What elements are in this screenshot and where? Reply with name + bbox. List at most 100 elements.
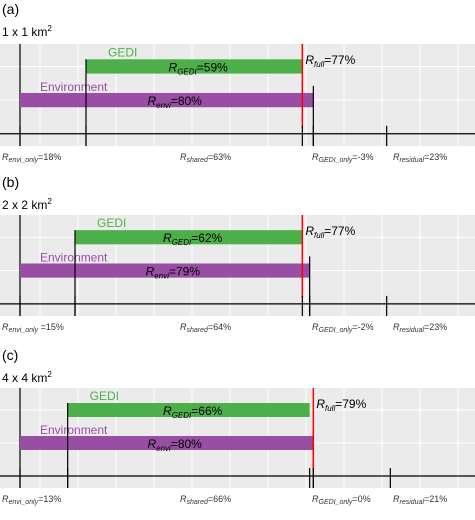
gedi-value-label: RGEDI=66% (163, 404, 223, 420)
axis-label-shared-subscript: shared (187, 327, 210, 334)
environment-bar (20, 436, 314, 450)
axis-label-residual-symbol: R (393, 494, 400, 504)
axis-label-envi-only: Renvi_only=13% (2, 494, 61, 506)
axis-label-residual-symbol: R (393, 152, 400, 162)
axis-label-residual-subscript: residual (400, 157, 425, 164)
axis-label-shared: Rshared=66% (180, 494, 231, 506)
full-model-label: Rfull=79% (316, 397, 366, 413)
axis-label-shared-symbol: R (180, 152, 187, 162)
gedi-value-label-symbol: R (163, 404, 172, 418)
gedi-value-label: RGEDI=62% (163, 231, 223, 247)
environment-value-label-symbol: R (147, 94, 156, 108)
axis-label-envi-only: Renvi_only =15% (2, 322, 64, 334)
axis-label-GEDI-only-symbol: R (312, 322, 319, 332)
axis-label-shared-value: =64% (208, 322, 231, 332)
scale-label-superscript: 2 (47, 370, 52, 379)
full-model-label: Rfull=77% (305, 53, 355, 69)
full-model-label-subscript: full (314, 60, 324, 69)
axis-label-shared-subscript: shared (187, 157, 210, 164)
gedi-value-label-subscript: GEDI (172, 411, 192, 420)
full-model-label-value: =77% (324, 53, 355, 67)
scale-label: 4 x 4 km2 (2, 370, 52, 385)
axis-label-GEDI-only-symbol: R (312, 152, 319, 162)
axis-label-envi-only-value: =18% (38, 152, 61, 162)
axis-label-GEDI-only: RGEDI_only=0% (312, 494, 371, 506)
axis-label-GEDI-only-value: =-2% (352, 322, 373, 332)
axis-label-envi-only-value: =15% (38, 322, 64, 332)
axis-label-GEDI-only: RGEDI_only=-2% (312, 322, 374, 334)
full-model-label-subscript: full (325, 404, 335, 413)
axis-label-envi-only-subscript: envi_only (9, 499, 39, 506)
panel-label: (c) (2, 347, 18, 363)
environment-value-label: Renvi=80% (147, 437, 202, 453)
scale-label-text: 1 x 1 km (2, 25, 47, 39)
axis-label-residual: Rresidual=23% (393, 152, 447, 164)
environment-value-label-value: =79% (169, 265, 200, 279)
environment-value-label: Renvi=79% (146, 265, 201, 281)
axis-label-GEDI-only-subscript: GEDI_only (319, 499, 353, 506)
gedi-bar (75, 230, 303, 245)
full-model-label-value: =79% (335, 397, 366, 411)
gedi-series-name: GEDI (97, 216, 126, 230)
scale-label-text: 4 x 4 km (2, 371, 47, 385)
environment-series-name: Environment (40, 423, 108, 437)
gedi-value-label-subscript: GEDI (172, 238, 192, 247)
axis-label-shared-subscript: shared (187, 499, 210, 506)
axis-label-envi-only: Renvi_only=18% (2, 152, 61, 164)
gedi-value-label-value: =62% (191, 231, 222, 245)
axis-label-GEDI-only-symbol: R (312, 494, 319, 504)
axis-label-residual: Rresidual=23% (393, 322, 447, 334)
full-model-label-subscript: full (314, 231, 324, 240)
environment-value-label-subscript: envi (154, 272, 169, 281)
gedi-value-label-symbol: R (169, 60, 178, 74)
axis-label-residual-symbol: R (393, 322, 400, 332)
axis-label-residual-subscript: residual (400, 327, 425, 334)
axis-label-shared-value: =63% (208, 152, 231, 162)
axis-label-GEDI-only-subscript: GEDI_only (319, 157, 353, 164)
gedi-series-name: GEDI (108, 45, 137, 59)
full-model-label: Rfull=77% (305, 224, 355, 240)
gedi-bar (67, 403, 310, 417)
environment-value-label-subscript: envi (156, 444, 171, 453)
full-model-label-symbol: R (305, 53, 314, 67)
environment-value-label: Renvi=80% (147, 94, 202, 110)
scale-label: 1 x 1 km2 (2, 24, 52, 39)
environment-bar (20, 263, 310, 278)
axis-label-residual-value: =23% (424, 322, 447, 332)
axis-label-envi-only-symbol: R (2, 494, 9, 504)
axis-label-residual-value: =21% (424, 494, 447, 504)
environment-bar (20, 92, 314, 108)
scale-label: 2 x 2 km2 (2, 197, 52, 212)
environment-value-label-symbol: R (147, 437, 156, 451)
full-model-label-symbol: R (316, 397, 325, 411)
panel-label: (b) (2, 174, 19, 190)
environment-value-label-value: =80% (171, 437, 202, 451)
panel-b: (b)2 x 2 km2GEDIEnvironmentRGEDI=62%Renv… (0, 174, 475, 334)
environment-series-name: Environment (40, 80, 108, 94)
gedi-value-label: RGEDI=59% (169, 60, 229, 76)
axis-label-shared: Rshared=64% (180, 322, 231, 334)
axis-label-GEDI-only-value: =0% (352, 494, 370, 504)
gedi-value-label-symbol: R (163, 231, 172, 245)
scale-label-superscript: 2 (47, 197, 52, 206)
axis-label-GEDI-only-subscript: GEDI_only (319, 327, 353, 334)
panel-a: (a)1 x 1 km2GEDIEnvironmentRGEDI=59%Renv… (0, 1, 475, 164)
axis-label-shared: Rshared=63% (180, 152, 231, 164)
scale-label-text: 2 x 2 km (2, 198, 47, 212)
gedi-value-label-value: =59% (197, 60, 228, 74)
axis-label-envi-only-subscript: envi_only (9, 157, 39, 164)
full-model-label-symbol: R (305, 224, 314, 238)
axis-label-residual-value: =23% (424, 152, 447, 162)
gedi-value-label-value: =66% (191, 404, 222, 418)
axis-label-GEDI-only: RGEDI_only=-3% (312, 152, 374, 164)
axis-label-shared-symbol: R (180, 494, 187, 504)
environment-value-label-value: =80% (171, 94, 202, 108)
scale-label-superscript: 2 (47, 24, 52, 33)
gedi-value-label-subscript: GEDI (177, 67, 197, 76)
environment-value-label-subscript: envi (156, 101, 171, 110)
gedi-series-name: GEDI (90, 389, 119, 403)
axis-label-residual: Rresidual=21% (393, 494, 447, 506)
panel-label: (a) (2, 1, 19, 17)
axis-label-shared-symbol: R (180, 322, 187, 332)
